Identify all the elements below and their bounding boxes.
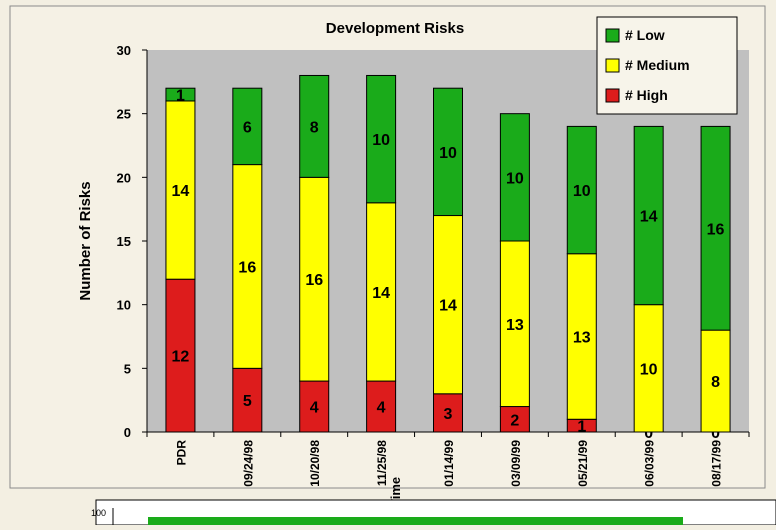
bars-group: 1214151664168414103141021310113100101408… (165, 74, 731, 442)
y-axis: 0 5 10 15 20 25 30 (117, 43, 148, 440)
lower-chart-bar (148, 517, 683, 525)
bar-segment-low (700, 125, 731, 331)
data-label-medium: 8 (711, 374, 720, 391)
y-tick-label: 30 (117, 43, 131, 58)
bar-segment-low (232, 87, 263, 166)
legend-swatch-low (605, 28, 620, 43)
bar-segment-low (433, 87, 463, 217)
data-label-high: 4 (377, 400, 386, 417)
bar-segment-medium (232, 164, 263, 369)
legend-box (596, 16, 738, 115)
data-label-low: 16 (707, 221, 725, 238)
legend: # Low # Medium # High (596, 16, 738, 115)
y-tick-label: 15 (117, 234, 131, 249)
bar-segment-medium (366, 202, 397, 382)
data-label-medium: 14 (172, 183, 190, 200)
data-label-medium: 13 (506, 317, 524, 334)
lower-chart: 100 (91, 499, 776, 526)
chart-title: Development Risks (326, 20, 464, 37)
bar-segment-low (165, 87, 196, 102)
bar-segment-medium (633, 304, 664, 433)
y-tick-label: 10 (117, 298, 131, 313)
bar-segment-low (366, 74, 397, 204)
y-tick-label: 5 (124, 361, 131, 376)
x-tick-label: 01/14/99 (442, 440, 456, 487)
x-tick-label: 06/03/99 (643, 440, 657, 487)
bar-segment-high (165, 278, 196, 433)
y-axis-title: Number of Risks (77, 181, 94, 300)
bar-segment-medium (433, 215, 463, 395)
data-label-medium: 14 (439, 298, 457, 315)
data-label-high: 2 (510, 412, 519, 429)
bar-segment-high (232, 367, 263, 433)
y-tick-label: 25 (117, 107, 131, 122)
bar-segment-high (366, 380, 397, 433)
bar-segment-medium (165, 100, 196, 280)
data-label-low: 6 (243, 119, 252, 136)
data-label-medium: 14 (372, 285, 390, 302)
data-label-low: 1 (176, 88, 185, 105)
data-label-high: 0 (644, 425, 653, 442)
x-tick-label: 08/17/99 (710, 440, 724, 487)
data-label-low: 14 (640, 209, 658, 226)
data-label-high: 3 (444, 406, 453, 423)
y-tick-label: 0 (124, 425, 131, 440)
data-label-high: 12 (172, 349, 190, 366)
data-label-medium: 10 (640, 361, 658, 378)
data-label-medium: 16 (305, 272, 323, 289)
bar-segment-low (499, 113, 530, 242)
x-tick-label: 11/25/98 (375, 440, 389, 486)
data-label-low: 8 (310, 119, 319, 136)
x-tick-label: 03/09/99 (509, 440, 523, 487)
data-label-low: 10 (372, 132, 390, 149)
x-axis: PDR 09/24/98 10/20/98 11/25/98 01/14/99 03/09… (146, 431, 750, 487)
legend-swatch-medium (605, 58, 620, 73)
x-tick-label: 05/21/99 (576, 440, 590, 487)
data-label-low: 10 (439, 145, 457, 162)
x-axis-title: Time (388, 477, 403, 507)
legend-swatch-high (605, 88, 620, 103)
data-label-high: 5 (243, 393, 252, 410)
x-tick-label: 10/20/98 (308, 440, 322, 487)
lower-chart-axis-label: 100 (91, 508, 106, 518)
data-label-medium: 13 (573, 330, 591, 347)
legend-label-high: # High (625, 87, 668, 103)
bar-segment-low (566, 125, 597, 255)
legend-label-low: # Low (625, 27, 665, 43)
data-label-high: 4 (310, 400, 319, 417)
y-tick-label: 20 (117, 170, 131, 185)
data-label-high: 1 (577, 419, 586, 436)
data-label-low: 10 (506, 170, 524, 187)
data-label-medium: 16 (238, 259, 256, 276)
x-tick-label: 09/24/98 (241, 440, 255, 487)
data-label-high: 0 (711, 425, 720, 442)
bar-segment-high (433, 393, 463, 433)
data-label-low: 10 (573, 183, 591, 200)
x-tick-label: PDR (174, 440, 188, 466)
bar-segment-low (299, 74, 330, 178)
bar-segment-low (633, 125, 664, 306)
legend-label-medium: # Medium (625, 57, 690, 73)
bar-segment-medium (499, 240, 530, 408)
